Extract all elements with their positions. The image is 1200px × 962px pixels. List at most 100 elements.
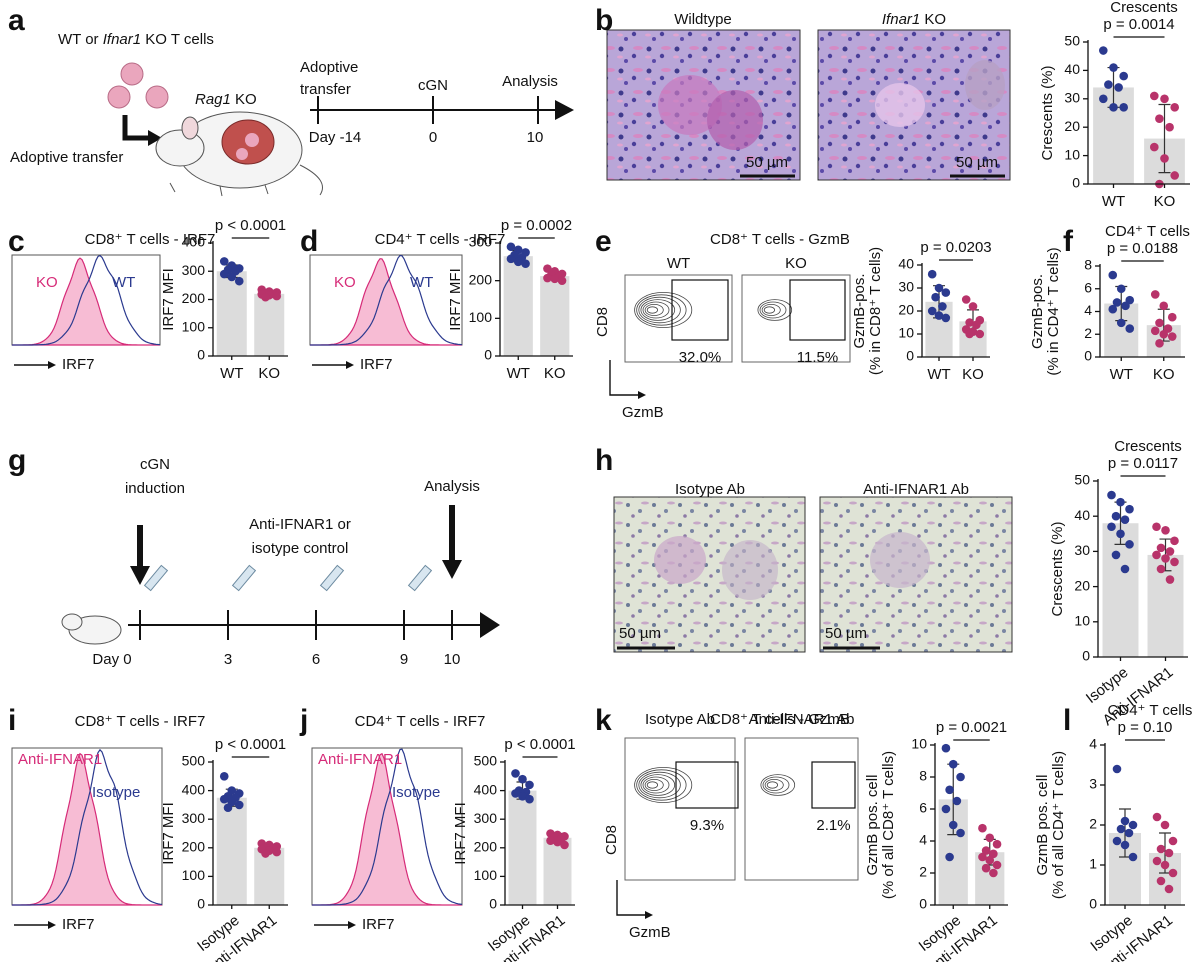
histogram-curve-a [12,257,160,346]
y-tick-label: 300 [182,810,206,826]
data-point [219,772,229,781]
data-point [956,828,965,838]
data-point [1119,71,1128,81]
axes [212,760,288,906]
timeline-day: 0 [429,129,437,146]
y-tick-label: 0 [197,347,205,363]
data-point [1152,856,1162,866]
y-axis-label: IRF7 MFI [447,268,464,331]
data-point [985,833,995,843]
flow-contour [634,291,693,328]
axes [1104,743,1185,906]
x-tick-label: KO [1154,193,1176,210]
flow-contour [763,306,776,314]
data-point [978,823,987,833]
flow-contour [644,303,664,316]
data-point [1155,339,1164,348]
y-axis-label: (% of all CD8⁺ T cells) [880,751,897,899]
data-point [1150,91,1159,101]
x-tick-label: KO [1153,366,1175,383]
timeline-event: cGN [418,77,448,94]
bar [254,293,285,356]
panel-title: CD8⁺ T cells - IRF7 [85,231,216,248]
data-point [261,292,270,302]
axes [921,263,990,358]
flow-frame [624,274,733,363]
flow-gate [789,279,846,341]
data-point [1160,860,1170,870]
y-tick-label: 50 [1064,33,1080,49]
data-point [1150,142,1159,152]
y-tick-label: 6 [1084,279,1092,295]
flow-arrowhead [645,911,653,919]
data-point [1112,298,1122,307]
p-value: p = 0.0014 [1103,16,1174,33]
data-point [1160,820,1170,830]
y-tick-label: 30 [898,279,914,295]
image-label: Anti-IFNAR1 Ab [863,481,969,498]
axes [1097,479,1188,658]
data-point [1170,557,1179,567]
y-tick-label: 0 [1072,175,1080,191]
y-tick-label: 2 [1084,325,1092,341]
data-point [261,849,270,858]
flow-contour [642,776,670,794]
y-tick-label: 1 [1089,856,1097,872]
data-point [945,852,954,862]
chart-title: Crescents [1114,438,1182,455]
flow-gate [671,279,729,341]
panel-title: CD4⁺ T cells - IRF7 [355,713,486,730]
timeline-event: induction [125,480,185,497]
data-point [1160,154,1169,163]
timeline-event: Anti-IFNAR1 or [249,516,351,533]
panel-letter: a [8,4,25,37]
data-point [981,863,991,873]
p-value: p = 0.0021 [936,719,1007,736]
flow-contour [762,776,790,794]
data-point [1128,852,1138,862]
panel-title: CD4⁺ T cells - IRF7 [375,231,506,248]
p-value: p = 0.0117 [1108,455,1178,472]
p-value: p < 0.0001 [504,736,575,753]
y-tick-label: 0 [1084,348,1092,364]
data-point [1155,114,1164,123]
y-tick-label: 2 [1089,816,1097,832]
data-point [1125,504,1134,514]
y-axis-label: (% in CD4⁺ T cells) [1045,247,1062,375]
gate-percent: 2.1% [816,817,850,834]
y-tick-label: 100 [182,867,206,883]
flow-gate [811,761,856,809]
x-tick-label: WT [1110,366,1133,383]
data-point [952,796,962,806]
y-axis-label: IRF7 MFI [452,802,469,865]
data-point [1160,94,1169,104]
data-point [518,792,527,801]
image-label: Wildtype [674,11,732,28]
flow-contour [760,774,796,796]
y-tick-label: 10 [911,736,927,752]
image-label: Isotype Ab [675,481,745,498]
data-point [1099,46,1108,55]
timeline-event: Adoptive [300,59,358,76]
data-point [1120,840,1130,850]
scale-label: 50 µm [746,154,788,171]
data-point [1111,511,1121,521]
timeline-a [310,96,574,124]
data-point [1152,522,1161,532]
data-point [1159,329,1169,339]
x-tick-label: WT [927,366,950,383]
panel-letter: l [1063,704,1071,737]
flow-frame [744,737,859,881]
data-point [948,820,958,830]
flow-contour [638,771,681,799]
p-value: p = 0.0188 [1107,240,1178,257]
axis-arrowhead [348,921,356,929]
data-point [1170,171,1179,180]
data-point [941,743,951,753]
mouse-label: Rag1 KO [195,91,257,108]
y-tick-label: 0 [489,896,497,912]
y-axis-label: Crescents (%) [1049,521,1066,616]
data-point [219,794,229,804]
y-axis-label: IRF7 MFI [160,268,177,331]
histogram-label: Isotype [392,784,440,801]
